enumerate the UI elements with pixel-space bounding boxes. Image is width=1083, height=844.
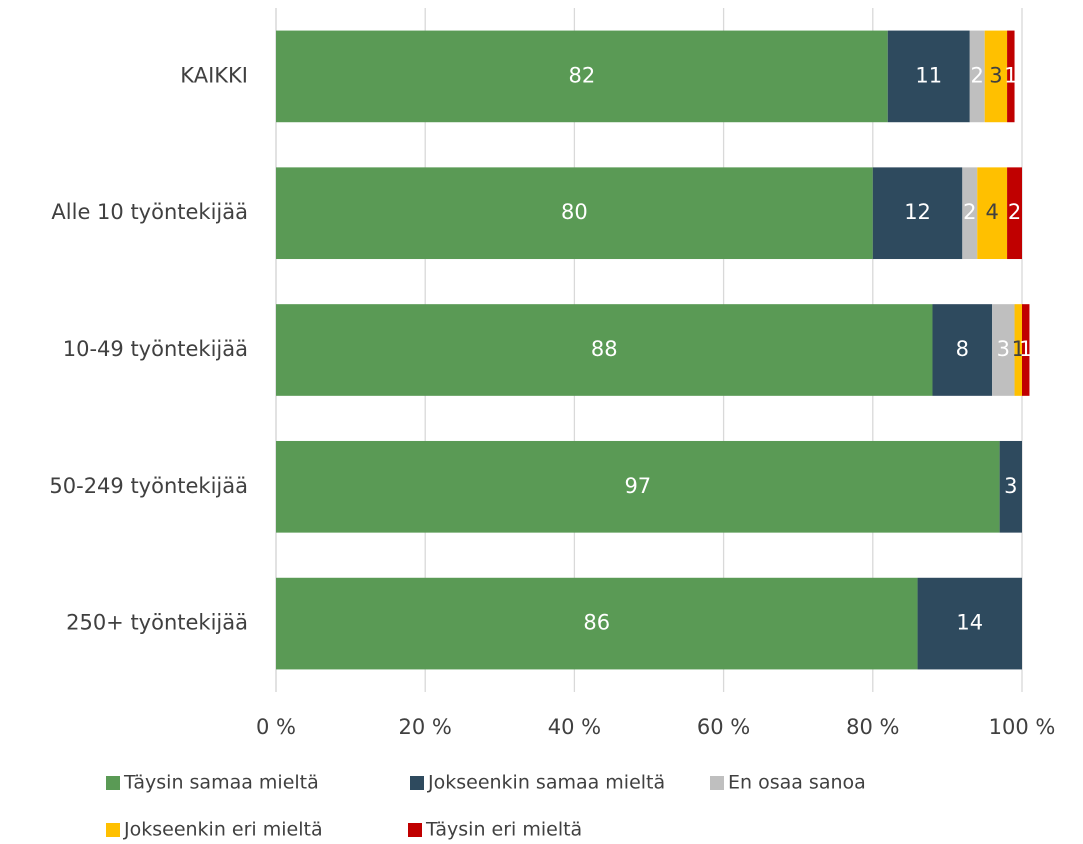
legend-swatch — [106, 823, 120, 837]
y-tick-label: 50-249 työntekijää — [49, 474, 248, 498]
legend-swatch — [410, 776, 424, 790]
legend-swatch — [408, 823, 422, 837]
data-label: 80 — [561, 200, 588, 224]
y-tick-label: KAIKKI — [180, 63, 248, 87]
legend-label: Täysin eri mieltä — [425, 819, 582, 841]
data-label: 1 — [1012, 337, 1025, 361]
bar-segment — [276, 30, 888, 123]
x-tick-label: 80 % — [846, 715, 899, 739]
data-label: 86 — [583, 611, 610, 635]
bar-segment — [1014, 304, 1022, 396]
x-tick-label: 0 % — [256, 715, 296, 739]
x-tick-label: 100 % — [989, 715, 1056, 739]
bar-segment — [1007, 167, 1022, 260]
legend-swatch — [106, 776, 120, 790]
legend-label: En osaa sanoa — [728, 772, 866, 794]
bar-segment — [917, 577, 1022, 670]
bar-segment — [969, 30, 985, 123]
bar-segment — [276, 304, 933, 396]
y-tick-label: Alle 10 työntekijää — [51, 200, 248, 224]
bar-segment — [1022, 304, 1030, 396]
y-tick-label: 250+ työntekijää — [66, 611, 248, 635]
bar-segment — [887, 30, 970, 123]
data-label: 2 — [1008, 200, 1021, 224]
data-label: 4 — [985, 200, 998, 224]
bar-segment — [999, 440, 1022, 533]
data-label: 3 — [1004, 474, 1017, 498]
data-label: 97 — [624, 474, 651, 498]
bar-segment — [276, 440, 1000, 533]
legend-label: Jokseenkin samaa mieltä — [427, 772, 665, 794]
data-label: 12 — [904, 200, 931, 224]
data-label: 1 — [1004, 63, 1017, 87]
bar-segment — [962, 167, 978, 260]
bar-segment — [276, 167, 873, 260]
x-tick-label: 60 % — [697, 715, 750, 739]
x-tick-label: 40 % — [548, 715, 601, 739]
data-label: 3 — [997, 337, 1010, 361]
data-label: 88 — [591, 337, 618, 361]
legend-label: Jokseenkin eri mieltä — [123, 819, 323, 841]
data-label: 2 — [963, 200, 976, 224]
bar-segment — [992, 304, 1015, 396]
data-label: 1 — [1019, 337, 1032, 361]
data-label: 11 — [915, 63, 942, 87]
bar-segment — [276, 577, 918, 670]
bar-segment — [1007, 30, 1015, 123]
data-label: 82 — [568, 63, 595, 87]
data-label: 3 — [989, 63, 1002, 87]
legend-label: Täysin samaa mieltä — [123, 772, 319, 794]
data-label: 14 — [956, 611, 983, 635]
bar-segment — [932, 304, 993, 396]
bar-segment — [977, 167, 1008, 260]
x-tick-label: 20 % — [399, 715, 452, 739]
y-tick-label: 10-49 työntekijää — [63, 337, 248, 361]
data-label: 2 — [971, 63, 984, 87]
bar-segment — [872, 167, 963, 260]
bar-segment — [984, 30, 1008, 123]
data-label: 8 — [956, 337, 969, 361]
legend-swatch — [710, 776, 724, 790]
